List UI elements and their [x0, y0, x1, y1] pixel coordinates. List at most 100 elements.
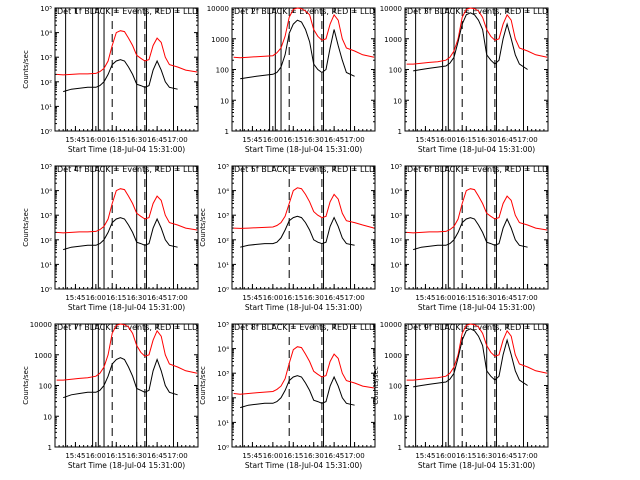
y-tick-label: 1	[48, 444, 52, 452]
x-tick-label: 15:45	[65, 452, 85, 460]
x-tick-label: 16:30	[304, 294, 324, 302]
y-tick-label: 10³	[217, 370, 229, 378]
y-tick-label: 10¹	[40, 103, 52, 111]
y-tick-label: 10⁴	[217, 346, 229, 354]
x-tick-label: 15:45	[65, 294, 85, 302]
plot-frame	[54, 7, 199, 132]
x-tick-label: 15:45	[65, 136, 85, 144]
y-tick-label: 10¹	[217, 419, 229, 427]
x-tick-label: 17:00	[167, 452, 187, 460]
chart-panel: Det 7f BLACK = Events, RED = LLD 1 10 100 10…	[22, 321, 199, 470]
x-tick-label: 16:30	[304, 136, 324, 144]
x-tick-label: 16:15	[106, 452, 126, 460]
x-tick-label: 16:45	[324, 294, 344, 302]
x-tick-label: 16:30	[304, 452, 324, 460]
y-tick-label: 100	[216, 67, 229, 75]
y-tick-label: 10⁰	[40, 286, 52, 294]
x-tick-label: 16:45	[147, 136, 167, 144]
x-tick-label: 16:15	[283, 136, 303, 144]
y-tick-label: 1000	[384, 352, 402, 360]
y-tick-label: 10⁴	[40, 30, 52, 38]
x-tick-label: 16:00	[86, 452, 106, 460]
y-tick-label: 1	[225, 128, 229, 136]
events-series-line	[63, 357, 178, 399]
y-tick-label: 100	[39, 383, 52, 391]
x-tick-label: 16:45	[324, 136, 344, 144]
lld-series-line	[233, 346, 375, 395]
y-axis-label: Counts/sec	[372, 366, 380, 405]
chart-panel: Det 6f BLACK = Events, RED = LLD 10⁰ 10¹ 10…	[390, 163, 549, 312]
x-tick-label: 16:30	[477, 294, 497, 302]
chart-title: Det 1f BLACK = Events, RED = LLD	[57, 7, 198, 16]
x-tick-label: 16:45	[497, 452, 517, 460]
y-tick-label: 10⁵	[217, 163, 229, 171]
x-axis-label: Start Time (18-Jul-04 15:31:00)	[245, 303, 362, 312]
y-tick-label: 10⁰	[390, 286, 402, 294]
y-tick-label: 10000	[30, 321, 52, 329]
events-series-line	[63, 217, 178, 251]
chart-title: Det 5f BLACK = Events, RED = LLD	[234, 165, 375, 174]
y-tick-label: 10³	[40, 54, 52, 62]
y-tick-label: 10⁵	[40, 5, 52, 13]
x-tick-label: 17:00	[517, 136, 537, 144]
x-tick-label: 17:00	[344, 452, 364, 460]
x-axis-label: Start Time (18-Jul-04 15:31:00)	[245, 145, 362, 154]
y-tick-label: 10²	[40, 79, 52, 87]
chart-panel: Det 5f BLACK = Events, RED = LLD 10⁰ 10¹ 10…	[199, 163, 376, 312]
chart-panel: Det 2f BLACK = Events, RED = LLD 1 10 100 10…	[207, 5, 376, 154]
x-tick-label: 17:00	[344, 136, 364, 144]
chart-title: Det 7f BLACK = Events, RED = LLD	[57, 323, 198, 332]
y-tick-label: 1000	[211, 36, 229, 44]
x-axis-label: Start Time (18-Jul-04 15:31:00)	[68, 461, 185, 470]
lld-series-line	[56, 188, 198, 234]
chart-title: Det 2f BLACK = Events, RED = LLD	[234, 7, 375, 16]
x-tick-label: 17:00	[167, 136, 187, 144]
y-tick-label: 1000	[384, 36, 402, 44]
chart-panel: Det 3f BLACK = Events, RED = LLD 1 10 100 10…	[380, 5, 549, 154]
x-axis-label: Start Time (18-Jul-04 15:31:00)	[418, 461, 535, 470]
chart-title: Det 8f BLACK = Events, RED = LLD	[234, 323, 375, 332]
y-tick-label: 10000	[207, 5, 229, 13]
x-tick-label: 16:45	[147, 452, 167, 460]
events-series-line	[413, 12, 528, 72]
events-series-line	[240, 215, 355, 248]
lld-series-line	[233, 187, 375, 229]
x-tick-label: 16:00	[436, 452, 456, 460]
x-tick-label: 16:30	[127, 452, 147, 460]
x-axis-label: Start Time (18-Jul-04 15:31:00)	[418, 145, 535, 154]
y-tick-label: 10²	[217, 237, 229, 245]
y-tick-label: 10¹	[390, 261, 402, 269]
y-tick-label: 10	[220, 97, 229, 105]
plot-frame	[54, 323, 199, 448]
chart-title: Det 9f BLACK = Events, RED = LLD	[407, 323, 548, 332]
plot-frame	[54, 165, 199, 290]
y-tick-label: 10⁴	[390, 188, 402, 196]
lld-series-line	[406, 323, 548, 381]
x-tick-label: 16:15	[106, 294, 126, 302]
x-tick-label: 15:45	[415, 136, 435, 144]
x-axis-label: Start Time (18-Jul-04 15:31:00)	[68, 303, 185, 312]
x-tick-label: 16:45	[324, 452, 344, 460]
y-axis-label: Counts/sec	[22, 50, 30, 89]
lld-series-line	[56, 323, 198, 381]
y-tick-label: 10⁵	[40, 163, 52, 171]
x-axis-label: Start Time (18-Jul-04 15:31:00)	[418, 303, 535, 312]
chart-title: Det 6f BLACK = Events, RED = LLD	[407, 165, 548, 174]
x-tick-label: 16:00	[263, 452, 283, 460]
x-tick-label: 17:00	[344, 294, 364, 302]
x-tick-label: 16:15	[456, 452, 476, 460]
x-tick-label: 16:00	[436, 294, 456, 302]
y-tick-label: 1	[398, 444, 402, 452]
x-tick-label: 16:00	[263, 294, 283, 302]
y-tick-label: 10⁴	[217, 188, 229, 196]
y-tick-label: 10³	[390, 212, 402, 220]
x-tick-label: 15:45	[242, 136, 262, 144]
x-tick-label: 16:15	[456, 294, 476, 302]
y-tick-label: 10¹	[217, 261, 229, 269]
events-series-line	[240, 375, 355, 409]
x-tick-label: 17:00	[517, 452, 537, 460]
x-tick-label: 15:45	[415, 452, 435, 460]
y-tick-label: 1	[398, 128, 402, 136]
events-series-line	[240, 19, 355, 80]
lld-series-line	[406, 7, 548, 65]
